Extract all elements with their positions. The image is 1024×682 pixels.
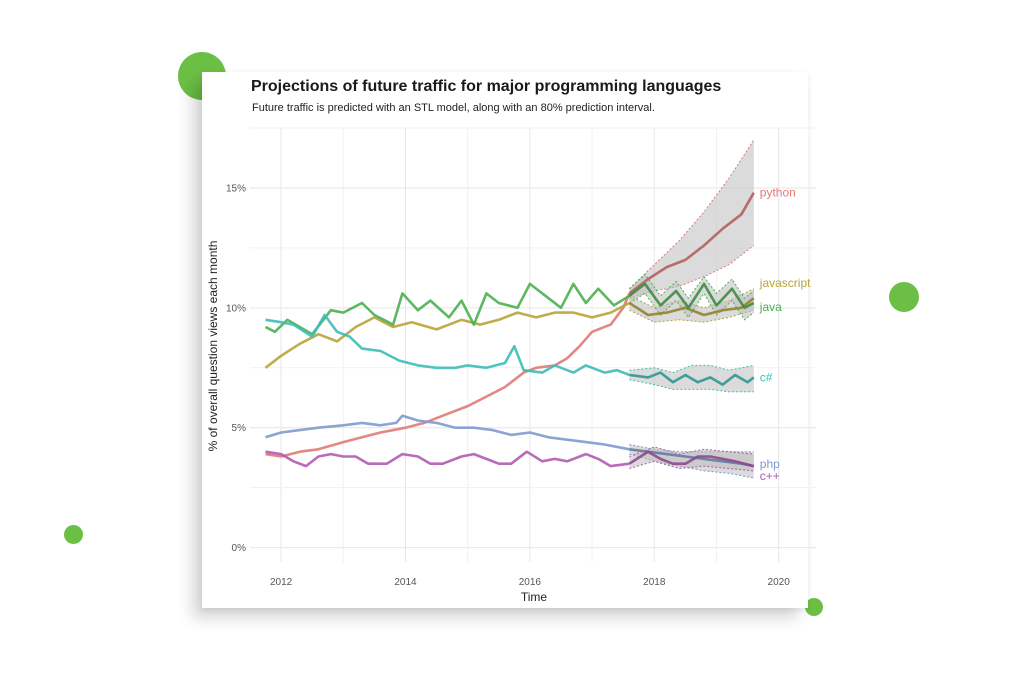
forecast-line-javascript <box>628 297 755 317</box>
series-label-python: python <box>760 186 796 200</box>
forecast-line-c# <box>629 371 755 386</box>
y-axis-label: % of overall question views each month <box>206 241 220 452</box>
chart-subtitle: Future traffic is predicted with an STL … <box>252 102 655 114</box>
band-lower-java <box>629 292 755 321</box>
decor-circle-left <box>64 525 83 544</box>
series-lines <box>264 192 755 468</box>
series-line-javascript <box>264 301 630 369</box>
forecast-line-c++ <box>628 450 755 468</box>
band-upper-c++ <box>629 446 754 457</box>
x-axis-ticks: 2012 2014 2016 2018 2020 <box>270 577 790 588</box>
y-tick-label: 15% <box>226 183 246 194</box>
y-axis-ticks: 0% 5% 10% 15% <box>226 183 246 554</box>
band-lower-c++ <box>629 460 754 472</box>
series-label-c#: c# <box>760 370 773 384</box>
y-tick-label: 0% <box>232 543 247 554</box>
band-upper-c# <box>629 364 754 374</box>
series-label-javascript: javascript <box>759 276 811 290</box>
decor-circle-bottom <box>805 598 823 616</box>
y-tick-label: 10% <box>226 303 246 314</box>
chart-card <box>202 72 808 608</box>
forecast-line-java <box>628 282 755 310</box>
x-axis-label: Time <box>521 590 548 604</box>
series-line-php <box>265 414 630 451</box>
x-tick-label: 2012 <box>270 577 293 588</box>
x-tick-label: 2016 <box>519 577 542 588</box>
series-label-java: java <box>759 300 782 314</box>
x-tick-label: 2018 <box>643 577 666 588</box>
chart-title: Projections of future traffic for major … <box>251 78 722 95</box>
x-tick-label: 2014 <box>394 577 417 588</box>
band-lower-c# <box>629 379 754 393</box>
x-tick-label: 2020 <box>768 577 791 588</box>
prediction-band-python <box>629 140 754 299</box>
decor-circle-right <box>889 282 919 312</box>
series-label-php: php <box>760 457 780 471</box>
y-tick-label: 5% <box>232 423 247 434</box>
band-upper-java <box>629 273 755 300</box>
band-lower-javascript <box>629 309 754 323</box>
forecast-line-python <box>628 192 755 295</box>
series-line-c# <box>265 313 630 377</box>
series-label-c++: c++ <box>760 469 780 483</box>
band-upper-python <box>629 139 755 290</box>
prediction-band-java <box>629 274 754 320</box>
series-line-c++ <box>265 450 630 468</box>
series-line-java <box>264 282 631 336</box>
series-line-python <box>265 292 631 458</box>
